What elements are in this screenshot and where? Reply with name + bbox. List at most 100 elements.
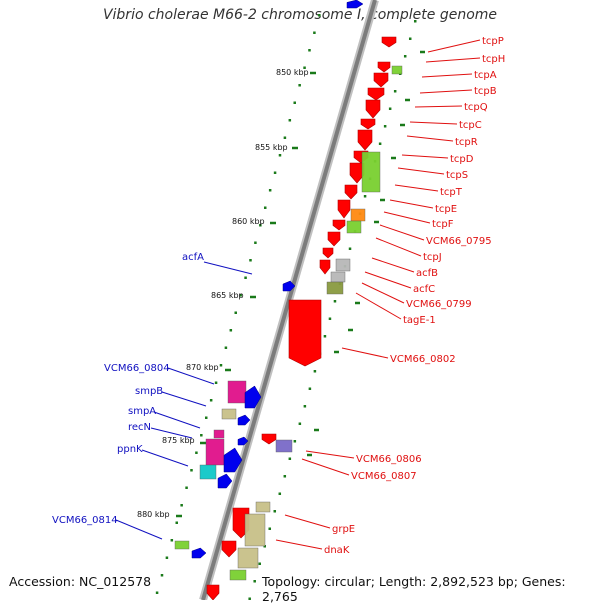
- ruler-tick: [308, 387, 312, 390]
- gene-tan: [244, 513, 266, 547]
- ruler-tick: [253, 580, 256, 583]
- label-leader: [379, 224, 425, 241]
- ruler-tick: [283, 475, 287, 478]
- ruler-tick: [333, 300, 337, 303]
- gene-label-tcpq: tcpQ: [464, 102, 488, 113]
- gene-blue: [217, 473, 233, 489]
- ruler-tick: [318, 14, 321, 17]
- ruler-tick: [303, 405, 307, 408]
- gene-label-vcm66_0795: VCM66_0795: [426, 236, 492, 247]
- gene-label-vcm66_0807: VCM66_0807: [351, 471, 417, 482]
- label-leader: [409, 121, 458, 125]
- label-leader: [275, 539, 323, 550]
- gene-red: [367, 87, 385, 101]
- label-leader: [419, 89, 473, 94]
- ruler-tick: [219, 364, 223, 367]
- gene-label-grpe: grpE: [332, 524, 355, 535]
- gene-gray: [330, 271, 346, 283]
- ruler-label: 855 kbp: [255, 143, 288, 152]
- ruler-tick: [239, 294, 242, 297]
- gene-purple: [275, 439, 293, 453]
- ruler-label: 865 kbp: [211, 291, 244, 300]
- gene-red: [322, 247, 334, 259]
- label-leader: [383, 211, 431, 224]
- ruler-tick: [268, 527, 272, 530]
- gene-red: [221, 540, 237, 558]
- gene-label-tcpd: tcpD: [450, 154, 474, 165]
- ruler-tick: [224, 346, 228, 349]
- ruler-tick: [204, 416, 208, 419]
- gene-blue: [244, 385, 262, 409]
- label-leader: [414, 105, 463, 108]
- ruler-tick: [175, 521, 178, 524]
- gene-green: [391, 65, 403, 75]
- ruler-tick: [328, 317, 332, 320]
- gene-label-tcpj: tcpJ: [423, 252, 442, 263]
- label-leader: [375, 237, 422, 257]
- gene-blue: [282, 280, 296, 292]
- gene-green: [346, 220, 362, 234]
- label-leader: [153, 411, 201, 429]
- ruler-tick: [323, 335, 327, 338]
- gene-blue: [237, 436, 249, 446]
- ruler-tick: [214, 381, 218, 384]
- gene-label-acfc: acfC: [413, 284, 435, 295]
- gene-label-tcpe: tcpE: [435, 204, 457, 215]
- ruler-tick: [363, 195, 367, 198]
- ruler-tick: [278, 154, 282, 157]
- ruler-tick: [249, 259, 252, 262]
- label-leader: [389, 199, 434, 209]
- label-leader: [341, 347, 389, 359]
- gene-red: [261, 433, 277, 445]
- label-leader: [284, 514, 331, 529]
- gene-red: [377, 61, 391, 73]
- ruler-tick: [180, 504, 183, 507]
- gene-green: [361, 151, 381, 193]
- gene-tan: [237, 547, 259, 569]
- ruler-tick: [273, 171, 277, 174]
- gene-label-vcm66_0799: VCM66_0799: [406, 299, 472, 310]
- gene-label-tcpb: tcpB: [474, 86, 497, 97]
- gene-label-acfb: acfB: [416, 268, 438, 279]
- gene-red: [344, 184, 358, 200]
- gene-red: [357, 129, 373, 151]
- gene-blue: [223, 447, 243, 473]
- ruler-tick: [403, 55, 407, 58]
- gene-orange: [350, 208, 366, 222]
- label-leader: [361, 282, 405, 304]
- ruler-tick: [288, 119, 292, 122]
- map-title: Vibrio cholerae M66-2 chromosome I, comp…: [102, 7, 498, 23]
- gene-label-acfa: acfA: [182, 252, 204, 263]
- gene-magenta: [227, 380, 247, 404]
- gene-gray: [335, 258, 351, 272]
- gene-red: [319, 259, 331, 275]
- gene-label-vcm66_0802: VCM66_0802: [390, 354, 456, 365]
- ruler-tick: [293, 440, 297, 443]
- gene-red: [373, 72, 389, 88]
- ruler-tick: [288, 457, 292, 460]
- label-leader: [421, 73, 473, 78]
- label-leader: [397, 167, 445, 175]
- gene-red: [206, 584, 220, 600]
- ruler-tick: [283, 136, 287, 139]
- ruler-tick: [248, 597, 251, 600]
- ruler-tick: [234, 311, 237, 314]
- gene-red: [327, 231, 341, 247]
- ruler-tick: [185, 486, 188, 489]
- gene-olive: [326, 281, 344, 295]
- gene-label-tcpc: tcpC: [459, 120, 482, 131]
- gene-label-tcpr: tcpR: [455, 137, 478, 148]
- ruler-tick: [190, 469, 193, 472]
- gene-tan: [221, 408, 237, 420]
- gene-label-vcm66_0804: VCM66_0804: [104, 363, 170, 374]
- gene-label-vcm66_0806: VCM66_0806: [356, 454, 422, 465]
- gene-label-tcpt: tcpT: [440, 187, 463, 198]
- gene-label-ppnk: ppnK: [117, 444, 143, 455]
- gene-red: [365, 99, 381, 119]
- ruler-tick: [408, 37, 412, 40]
- ruler-tick: [200, 434, 203, 437]
- gene-blue: [191, 547, 207, 559]
- gene-green: [229, 569, 247, 581]
- gene-label-recn: recN: [128, 422, 151, 433]
- gene-blue: [346, 0, 364, 9]
